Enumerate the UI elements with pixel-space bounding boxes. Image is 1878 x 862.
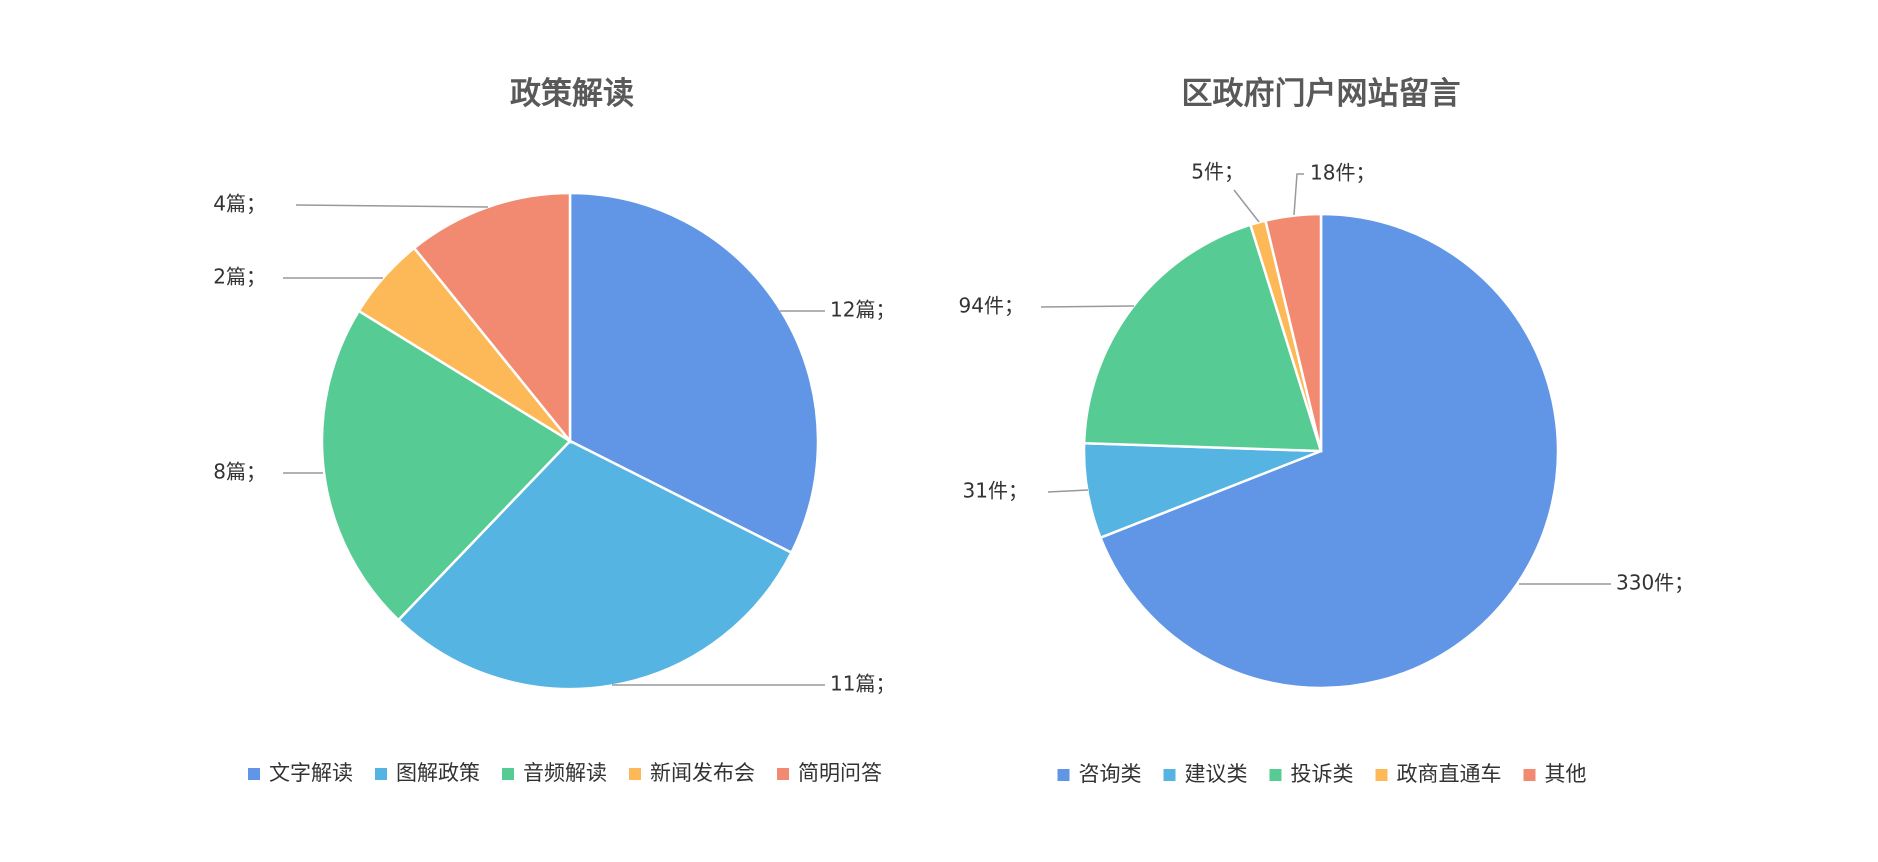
data-label: 8篇；	[213, 460, 266, 484]
legend-item[interactable]: 建议类	[1163, 762, 1248, 786]
pie-slice	[396, 439, 794, 691]
data-label: 11篇；	[830, 672, 895, 696]
label-leader-line	[1293, 173, 1304, 216]
legend-label: 图解政策	[396, 761, 480, 785]
data-label: 330件；	[1616, 571, 1694, 595]
label-leader-line	[295, 204, 489, 208]
pie-slices	[320, 191, 820, 691]
legend-label: 新闻发布会	[650, 761, 755, 785]
district-portal-messages-pie-chart: 区政府门户网站留言 330件； 31件； 94件； 5件； 18件； 咨询类 建议类 投诉类…	[959, 76, 1695, 786]
legend-item[interactable]: 图解政策	[375, 761, 480, 785]
chart-title: 政策解读	[510, 76, 634, 112]
policy-interpretation-pie-chart: 政策解读 12篇； 11篇； 8篇； 2篇； 4篇； 文字解读 图解政策 音频解读 新闻发布会…	[213, 76, 895, 785]
label-leader-line	[1047, 489, 1089, 493]
data-label: 5件；	[1191, 160, 1244, 184]
legend-swatch	[1057, 769, 1070, 781]
legend-label: 简明问答	[798, 761, 882, 785]
legend-label: 建议类	[1185, 762, 1248, 786]
data-labels: 330件； 31件； 94件； 5件； 18件；	[959, 160, 1695, 595]
legend-label: 咨询类	[1079, 762, 1142, 786]
data-labels: 12篇； 11篇； 8篇； 2篇； 4篇；	[213, 192, 895, 696]
data-label: 31件；	[963, 479, 1028, 503]
legend-swatch	[248, 768, 260, 780]
pie-slice	[1263, 212, 1323, 452]
legend-swatch	[629, 768, 641, 780]
pie-slices	[1082, 212, 1560, 690]
legend-swatch	[375, 768, 387, 780]
legend-swatch	[1163, 769, 1176, 781]
legend-item[interactable]: 简明问答	[777, 761, 882, 785]
legend-label: 投诉类	[1291, 762, 1354, 786]
data-label: 4篇；	[213, 192, 266, 216]
legend-swatch	[777, 768, 789, 780]
legend-swatch	[1375, 769, 1388, 781]
legend-item[interactable]: 文字解读	[248, 761, 353, 785]
legend-swatch	[502, 768, 514, 780]
label-leader-line	[1040, 305, 1135, 308]
label-leader-line	[1233, 189, 1260, 223]
legend: 咨询类 建议类 投诉类 政商直通车 其他	[1057, 762, 1587, 786]
pie-slice	[320, 309, 572, 622]
legend-label: 其他	[1545, 762, 1587, 786]
pie-slice	[1082, 223, 1323, 453]
data-label: 12篇；	[830, 298, 895, 322]
legend-label: 文字解读	[269, 761, 353, 785]
legend-item[interactable]: 投诉类	[1269, 762, 1354, 786]
legend-item[interactable]: 政商直通车	[1375, 762, 1502, 786]
legend-item[interactable]: 新闻发布会	[629, 761, 755, 785]
legend-item[interactable]: 咨询类	[1057, 762, 1142, 786]
legend-swatch	[1523, 769, 1536, 781]
legend-swatch	[1269, 769, 1282, 781]
legend-item[interactable]: 其他	[1523, 762, 1587, 786]
legend-item[interactable]: 音频解读	[502, 761, 607, 785]
data-label: 94件；	[959, 294, 1024, 318]
legend: 文字解读 图解政策 音频解读 新闻发布会 简明问答	[248, 761, 882, 785]
legend-label: 音频解读	[523, 761, 607, 785]
data-label: 18件；	[1310, 161, 1375, 185]
legend-label: 政商直通车	[1397, 762, 1502, 786]
data-label: 2篇；	[213, 265, 266, 289]
chart-title: 区政府门户网站留言	[1182, 76, 1461, 112]
pie-slice	[1098, 212, 1560, 690]
